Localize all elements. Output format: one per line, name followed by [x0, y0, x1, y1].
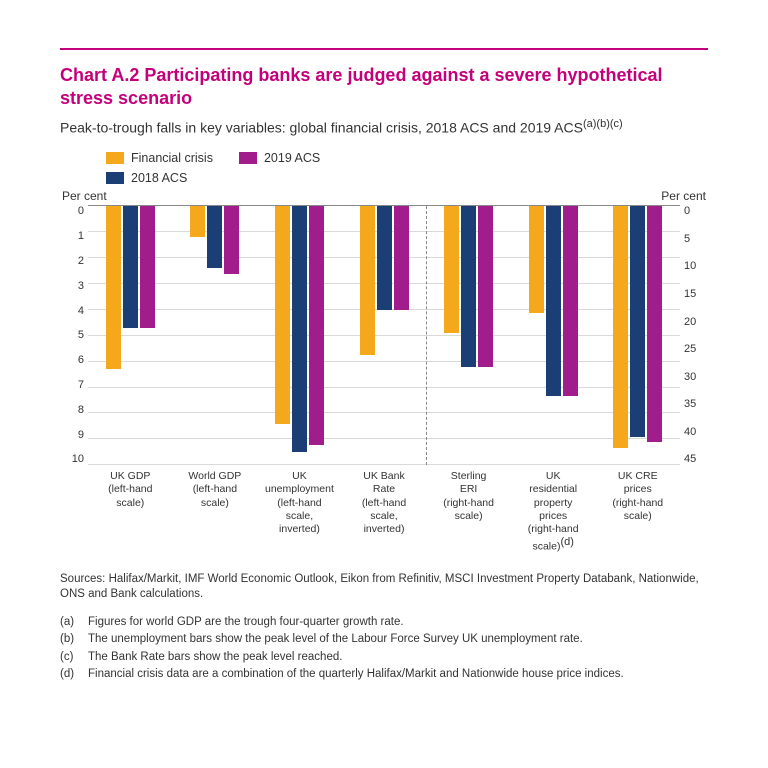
bar	[630, 206, 645, 436]
left-tick-label: 5	[60, 329, 88, 341]
legend-item: 2019 ACS	[239, 151, 320, 165]
bar	[647, 206, 662, 442]
x-axis-labels-row: UK GDP(left-handscale)World GDP(left-han…	[60, 470, 708, 553]
bar	[123, 206, 138, 328]
bar	[394, 206, 409, 310]
x-axis-label: UK GDP(left-handscale)	[88, 470, 173, 553]
left-tick-label: 2	[60, 255, 88, 267]
legend-item: Financial crisis	[106, 151, 213, 165]
right-tick-label: 30	[680, 371, 708, 383]
left-tick-label: 4	[60, 305, 88, 317]
legend-swatch	[106, 152, 124, 164]
bar	[275, 206, 290, 424]
bar	[292, 206, 307, 452]
sources: Sources: Halifax/Markit, IMF World Econo…	[60, 572, 708, 603]
footnote-tag: (b)	[60, 632, 82, 648]
left-tick-label: 8	[60, 404, 88, 416]
right-axis-ticks: 0 5 10 15 20 25 30 35 40 45	[680, 205, 708, 465]
bar	[207, 206, 222, 268]
bar-group	[88, 206, 173, 465]
bar	[478, 206, 493, 367]
footnote: (b) The unemployment bars show the peak l…	[60, 632, 708, 648]
legend-label: Financial crisis	[131, 151, 213, 165]
footnote-tag: (a)	[60, 615, 82, 631]
chart-subtitle: Peak-to-trough falls in key variables: g…	[60, 117, 708, 138]
axis-divider	[426, 206, 427, 465]
footnotes: (a) Figures for world GDP are the trough …	[60, 615, 708, 683]
bar	[106, 206, 121, 369]
bar	[377, 206, 392, 310]
x-axis-label: SterlingERI(right-handscale)	[426, 470, 511, 553]
bar-group	[595, 206, 680, 465]
chart-title: Chart A.2 Participating banks are judged…	[60, 64, 708, 111]
right-tick-label: 15	[680, 288, 708, 300]
bar	[360, 206, 375, 355]
left-tick-label: 1	[60, 230, 88, 242]
bar	[224, 206, 239, 273]
bar-group	[257, 206, 342, 465]
footnote-text: The Bank Rate bars show the peak level r…	[88, 650, 342, 666]
chart-subtitle-super: (a)(b)(c)	[583, 118, 623, 130]
legend-label: 2019 ACS	[264, 151, 320, 165]
legend-swatch	[239, 152, 257, 164]
legend-swatch	[106, 172, 124, 184]
right-tick-label: 0	[680, 205, 708, 217]
left-tick-label: 6	[60, 354, 88, 366]
right-tick-label: 25	[680, 343, 708, 355]
x-axis-label: UK CREprices(right-handscale)	[595, 470, 680, 553]
x-axis-label: World GDP(left-handscale)	[173, 470, 258, 553]
axis-titles: Per cent Per cent	[60, 189, 708, 205]
chart-number: Chart A.2	[60, 65, 139, 85]
left-axis-ticks: 0 1 2 3 4 5 6 7 8 9 10	[60, 205, 88, 465]
footnote: (c) The Bank Rate bars show the peak leve…	[60, 650, 708, 666]
bar	[563, 206, 578, 396]
left-axis-title: Per cent	[62, 189, 107, 203]
legend-item: 2018 ACS	[106, 171, 187, 185]
legend: Financial crisis 2019 ACS 2018 ACS	[60, 151, 420, 185]
footnote: (a) Figures for world GDP are the trough …	[60, 615, 708, 631]
bar	[309, 206, 324, 444]
right-tick-label: 35	[680, 398, 708, 410]
x-axis-label: UKunemployment(left-handscale,inverted)	[257, 470, 342, 553]
right-axis-title: Per cent	[661, 189, 706, 203]
right-tick-label: 45	[680, 453, 708, 465]
bar-group	[342, 206, 427, 465]
right-tick-label: 40	[680, 426, 708, 438]
bar	[546, 206, 561, 396]
right-tick-label: 20	[680, 316, 708, 328]
footnote-text: Financial crisis data are a combination …	[88, 667, 624, 683]
footnote-tag: (c)	[60, 650, 82, 666]
plot-area	[88, 205, 680, 465]
bar	[461, 206, 476, 367]
bars-layer	[88, 206, 680, 465]
bar	[444, 206, 459, 333]
bar-group	[426, 206, 511, 465]
left-tick-label: 7	[60, 379, 88, 391]
chart: Per cent Per cent 012345678910 051015202…	[60, 189, 708, 553]
bar	[140, 206, 155, 328]
left-tick-label: 10	[60, 453, 88, 465]
left-tick-label: 3	[60, 280, 88, 292]
footnote-tag: (d)	[60, 667, 82, 683]
footnote-text: The unemployment bars show the peak leve…	[88, 632, 583, 648]
chart-title-text: Participating banks are judged against a…	[60, 65, 663, 108]
plot-grid: 012345678910 051015202530354045	[60, 205, 708, 465]
x-axis-label: UKresidentialpropertyprices(right-handsc…	[511, 470, 596, 553]
legend-label: 2018 ACS	[131, 171, 187, 185]
bar	[529, 206, 544, 312]
bar-group	[173, 206, 258, 465]
footnote-text: Figures for world GDP are the trough fou…	[88, 615, 404, 631]
bar	[190, 206, 205, 237]
x-axis-labels: UK GDP(left-handscale)World GDP(left-han…	[88, 470, 680, 553]
footnote: (d) Financial crisis data are a combinati…	[60, 667, 708, 683]
chart-subtitle-text: Peak-to-trough falls in key variables: g…	[60, 119, 583, 135]
bar	[613, 206, 628, 448]
bar-group	[511, 206, 596, 465]
right-tick-label: 5	[680, 233, 708, 245]
right-tick-label: 10	[680, 260, 708, 272]
left-tick-label: 9	[60, 429, 88, 441]
top-rule	[60, 48, 708, 50]
left-tick-label: 0	[60, 205, 88, 217]
x-axis-label: UK BankRate(left-handscale,inverted)	[342, 470, 427, 553]
